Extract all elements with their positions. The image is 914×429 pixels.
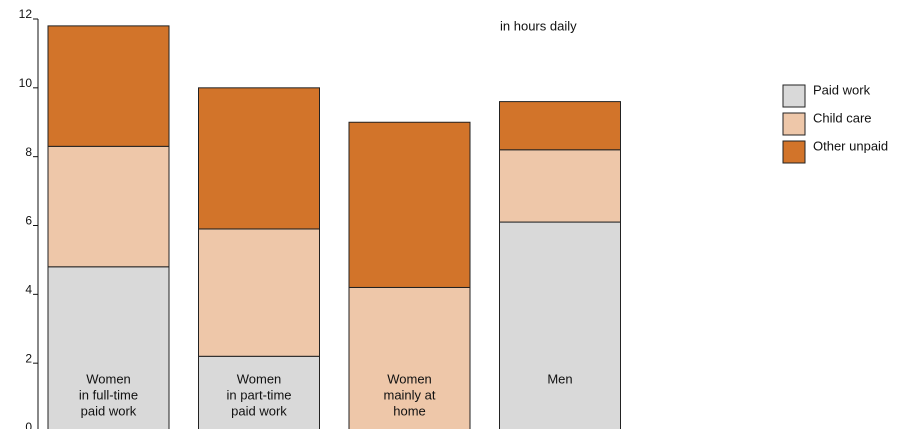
- x-category-label: Men: [547, 371, 572, 386]
- legend-swatch: [782, 140, 806, 164]
- bar-segment: [47, 25, 170, 147]
- legend-label: Other unpaid: [813, 138, 888, 153]
- y-tick-label: 12: [19, 7, 33, 21]
- y-tick-label: 10: [19, 76, 33, 90]
- bar-segment: [499, 101, 621, 151]
- bar-segment: [348, 121, 471, 288]
- x-category-label: Women: [86, 371, 131, 386]
- legend-label: Paid work: [813, 82, 871, 97]
- bar-segment: [348, 286, 471, 429]
- x-category-label: paid work: [231, 403, 287, 418]
- x-category-label: Women: [237, 371, 282, 386]
- x-category-label: paid work: [81, 403, 137, 418]
- bar-segment: [198, 355, 320, 429]
- bar-segment: [198, 228, 320, 357]
- y-tick-label: 0: [25, 420, 32, 429]
- y-tick-label: 8: [25, 145, 32, 159]
- legend-swatch: [782, 84, 806, 108]
- bar-segment: [47, 145, 170, 268]
- x-category-label: home: [393, 403, 426, 418]
- y-tick-label: 6: [25, 214, 32, 228]
- x-category-label: Women: [387, 371, 432, 386]
- x-category-label: in full-time: [79, 387, 138, 402]
- y-tick-label: 4: [25, 283, 32, 297]
- bar-segment: [499, 221, 621, 429]
- legend-label: Child care: [813, 110, 872, 125]
- annotation: in hours daily: [500, 18, 577, 33]
- x-category-label: mainly at: [383, 387, 435, 402]
- bar-segment: [47, 266, 170, 429]
- bar-segment: [499, 149, 621, 223]
- y-tick-label: 2: [25, 351, 32, 365]
- legend-swatch: [782, 112, 806, 136]
- x-category-label: in part-time: [226, 387, 291, 402]
- bar-segment: [198, 87, 320, 230]
